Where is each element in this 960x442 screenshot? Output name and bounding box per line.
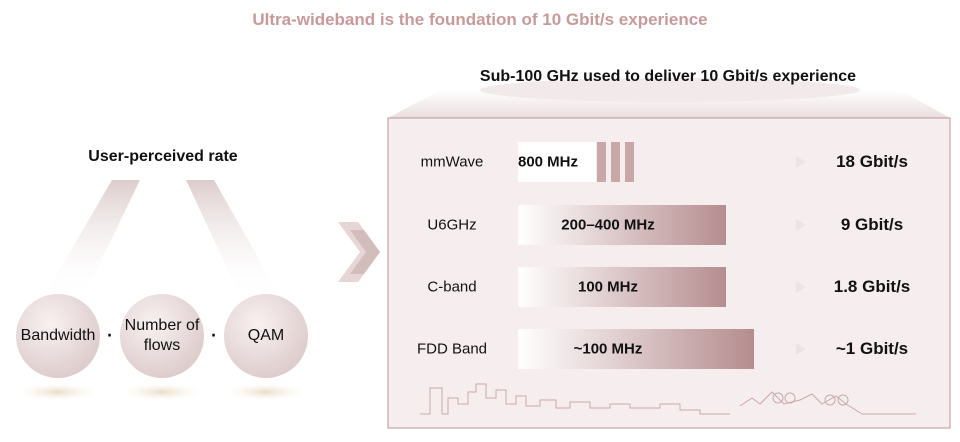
factor: QAM [247, 327, 285, 344]
band-name: FDD Band [416, 340, 488, 358]
roof-glow [480, 78, 860, 102]
band-bar [518, 267, 726, 307]
chevrons [338, 222, 380, 282]
row-arrow [796, 343, 806, 355]
operator: · [211, 325, 217, 346]
beams [42, 180, 282, 300]
page-title: Ultra-wideband is the foundation of 10 G… [252, 10, 708, 29]
band-width: 800 MHz [517, 153, 579, 171]
row-arrow [796, 281, 806, 293]
band-width: 200–400 MHz [561, 216, 655, 234]
row-arrow [796, 156, 806, 168]
band-rate: 9 Gbit/s [840, 215, 904, 234]
band-bar [518, 329, 754, 369]
left-title: User-perceived rate [88, 148, 238, 165]
band-rate: 1.8 Gbit/s [833, 277, 911, 296]
band-width: ~100 MHz [573, 340, 643, 358]
skyline [420, 383, 916, 415]
factor: Bandwidth [20, 327, 96, 344]
band-stripe [611, 142, 620, 182]
band-name: mmWave [420, 153, 484, 171]
band-stripe [625, 142, 634, 182]
band-rate: ~1 Gbit/s [835, 339, 909, 358]
row-arrow [796, 219, 806, 231]
band-rate: 18 Gbit/s [836, 152, 908, 171]
band-name: C-band [427, 278, 477, 296]
right-title: Sub-100 GHz used to deliver 10 Gbit/s ex… [479, 68, 857, 85]
band-bar [518, 142, 596, 182]
operator: · [107, 325, 113, 346]
band-name: U6GHz [427, 216, 477, 234]
shadows [14, 382, 310, 402]
band-bar [518, 205, 726, 245]
band-width: 100 MHz [577, 278, 639, 296]
band-stripe [597, 142, 606, 182]
factor: Number of flows [124, 317, 200, 354]
circles [16, 294, 308, 378]
bars [518, 142, 806, 369]
